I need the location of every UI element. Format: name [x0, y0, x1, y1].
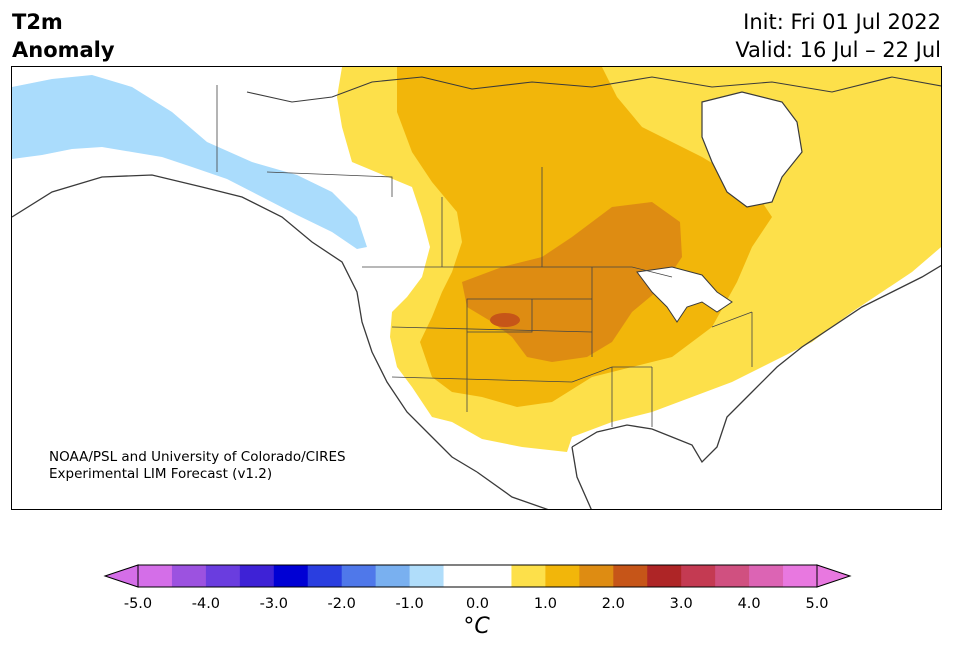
colorbar-cell	[749, 565, 784, 587]
colorbar-tick-label: -3.0	[259, 596, 288, 612]
plot-title: T2m Anomaly	[12, 8, 115, 64]
colorbar-cell	[409, 565, 445, 587]
borders	[216, 85, 753, 427]
colorbar-tick-label: 0.0	[465, 596, 490, 612]
colorbar-cell	[443, 565, 478, 587]
map-svg	[12, 67, 941, 509]
colorbar-tick-label: 2.0	[601, 596, 625, 612]
colorbar-ticks: -5.0 -4.0 -3.0 -2.0 -1.0 0.0 1.0 2.0 3.0 4.0 5.0	[0, 596, 953, 616]
colorbar-cell	[171, 565, 207, 587]
coastline-gulf-east	[571, 264, 941, 464]
coastline-arctic	[246, 76, 941, 103]
colorbar-cell	[783, 565, 818, 587]
colorbar-cell	[579, 565, 614, 587]
colorbar-tick-label: -5.0	[123, 596, 153, 612]
title-line-2: Anomaly	[12, 38, 115, 62]
credit-line-1: NOAA/PSL and University of Colorado/CIRE…	[49, 449, 346, 465]
colorbar-cell	[545, 565, 580, 587]
colorbar-cell	[511, 565, 546, 587]
colorbar-cell	[613, 565, 648, 587]
colorbar-cell	[477, 565, 512, 587]
colorbar-tick-label: 1.0	[533, 596, 557, 612]
cold-anomaly-region	[12, 75, 367, 249]
colorbar-tick-label: 4.0	[737, 596, 761, 612]
colorbar-cell	[647, 565, 682, 587]
great-lakes	[636, 266, 733, 323]
coastline-west	[12, 174, 478, 473]
colorbar-cell	[239, 565, 275, 587]
warm-anomaly-red	[490, 313, 520, 327]
colorbar-tick-label: -2.0	[327, 596, 356, 612]
colorbar-cell	[375, 565, 411, 587]
colorbar-cell	[205, 565, 241, 587]
colorbar-tick-label: 3.0	[669, 596, 693, 612]
valid-dates: Valid: 16 Jul – 22 Jul	[735, 38, 941, 62]
colorbar-min-arrow	[103, 564, 139, 588]
init-date: Init: Fri 01 Jul 2022	[743, 10, 941, 34]
colorbar-tick-label: -1.0	[395, 596, 424, 612]
credit-line-2: Experimental LIM Forecast (v1.2)	[49, 466, 273, 482]
title-line-1: T2m	[12, 10, 63, 34]
colorbar-cell	[138, 565, 173, 587]
colorbar	[103, 564, 852, 588]
credit-text: NOAA/PSL and University of Colorado/CIRE…	[49, 449, 346, 483]
anomaly-map	[11, 66, 942, 510]
colorbar-tick-label: -4.0	[191, 596, 221, 612]
colorbar-cell	[341, 565, 377, 587]
colorbar-cell	[273, 565, 309, 587]
colorbar-cell	[307, 565, 343, 587]
colorbar-unit: °C	[463, 614, 490, 639]
colorbar-cell	[715, 565, 750, 587]
colorbar-tick-label: 5.0	[805, 596, 829, 612]
forecast-dates: Init: Fri 01 Jul 2022 Valid: 16 Jul – 22…	[735, 8, 941, 64]
hudson-bay	[701, 91, 803, 208]
colorbar-cell	[681, 565, 716, 587]
colorbar-max-arrow	[816, 564, 852, 588]
coastline-mexico	[476, 446, 592, 509]
